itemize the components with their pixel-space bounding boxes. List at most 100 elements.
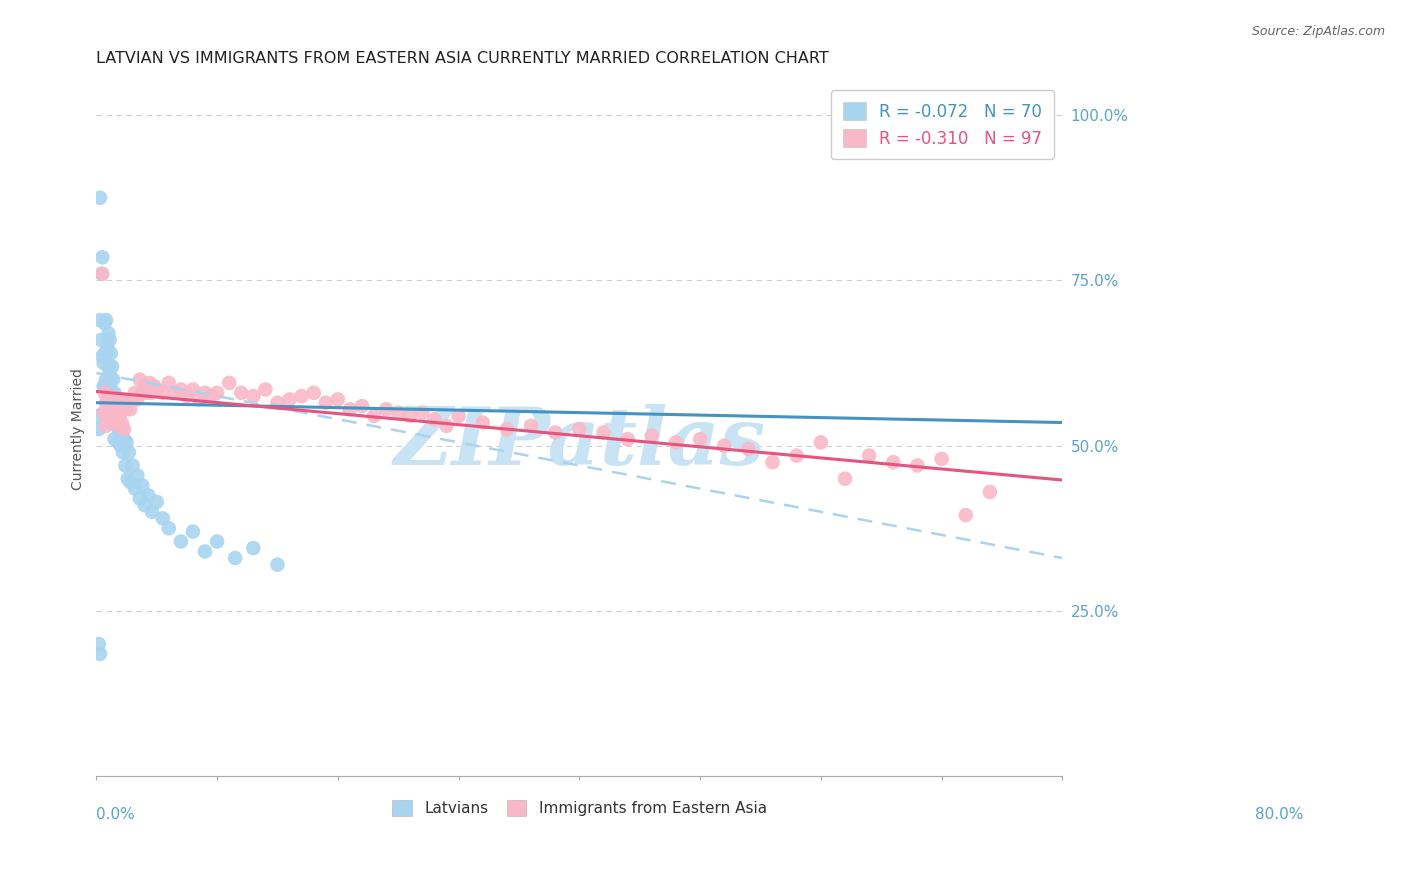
Point [103, 385, 125, 400]
Point [103, 409, 125, 423]
Point [641, 429, 664, 443]
Point [592, 425, 614, 440]
Text: Source: ZipAtlas.com: Source: ZipAtlas.com [1251, 25, 1385, 38]
Point [110, 439, 132, 453]
Point [94, 395, 117, 409]
Point [111, 445, 134, 459]
Point [141, 385, 163, 400]
Point [181, 383, 204, 397]
Point [98, 333, 121, 347]
Point [97, 359, 120, 374]
Point [399, 409, 422, 423]
Point [136, 385, 159, 400]
Point [188, 392, 211, 407]
Point [205, 385, 228, 400]
Point [254, 383, 277, 397]
Point [121, 458, 143, 473]
Point [93, 356, 115, 370]
Point [90, 333, 112, 347]
Point [955, 508, 977, 522]
Point [200, 389, 222, 403]
Point [315, 395, 337, 409]
Point [218, 376, 240, 390]
Point [107, 395, 129, 409]
Point [157, 521, 180, 535]
Point [101, 359, 124, 374]
Point [86, 409, 108, 423]
Point [157, 376, 180, 390]
Point [100, 402, 122, 417]
Point [112, 432, 135, 446]
Point [339, 402, 361, 417]
Point [105, 402, 128, 417]
Point [103, 432, 125, 446]
Point [94, 317, 117, 331]
Point [568, 422, 591, 436]
Point [810, 435, 832, 450]
Point [104, 392, 127, 407]
Text: LATVIAN VS IMMIGRANTS FROM EASTERN ASIA CURRENTLY MARRIED CORRELATION CHART: LATVIAN VS IMMIGRANTS FROM EASTERN ASIA … [97, 51, 830, 66]
Point [242, 541, 264, 555]
Point [979, 485, 1001, 500]
Point [145, 383, 167, 397]
Point [90, 267, 112, 281]
Point [104, 412, 127, 426]
Point [128, 373, 150, 387]
Point [94, 346, 117, 360]
Point [423, 412, 446, 426]
Point [93, 379, 115, 393]
Point [107, 435, 129, 450]
Point [94, 346, 117, 360]
Point [224, 551, 246, 566]
Point [134, 379, 156, 393]
Point [108, 409, 131, 423]
Point [128, 491, 150, 506]
Point [176, 389, 198, 403]
Text: 80.0%: 80.0% [1256, 807, 1303, 822]
Point [350, 399, 373, 413]
Point [96, 406, 118, 420]
Point [98, 366, 121, 380]
Point [120, 475, 142, 489]
Point [96, 392, 118, 407]
Point [94, 373, 117, 387]
Point [471, 416, 494, 430]
Point [242, 389, 264, 403]
Point [117, 472, 139, 486]
Point [103, 412, 125, 426]
Point [665, 435, 688, 450]
Point [127, 392, 149, 407]
Point [436, 418, 458, 433]
Point [152, 385, 174, 400]
Point [101, 385, 124, 400]
Point [110, 399, 132, 413]
Point [114, 458, 136, 473]
Point [108, 425, 131, 440]
Point [115, 435, 138, 450]
Point [689, 432, 711, 446]
Point [375, 402, 398, 417]
Legend: Latvians, Immigrants from Eastern Asia: Latvians, Immigrants from Eastern Asia [384, 793, 775, 824]
Point [94, 418, 117, 433]
Point [87, 422, 110, 436]
Point [858, 449, 880, 463]
Point [100, 402, 122, 417]
Point [115, 399, 138, 413]
Point [108, 418, 131, 433]
Point [117, 395, 139, 409]
Point [98, 389, 121, 403]
Point [143, 379, 166, 393]
Point [713, 439, 735, 453]
Point [152, 511, 174, 525]
Point [112, 422, 135, 436]
Point [194, 544, 217, 558]
Point [89, 191, 111, 205]
Point [882, 455, 904, 469]
Point [520, 418, 543, 433]
Point [111, 416, 134, 430]
Point [94, 385, 117, 400]
Point [120, 402, 142, 417]
Point [291, 389, 314, 403]
Point [111, 418, 134, 433]
Point [181, 524, 204, 539]
